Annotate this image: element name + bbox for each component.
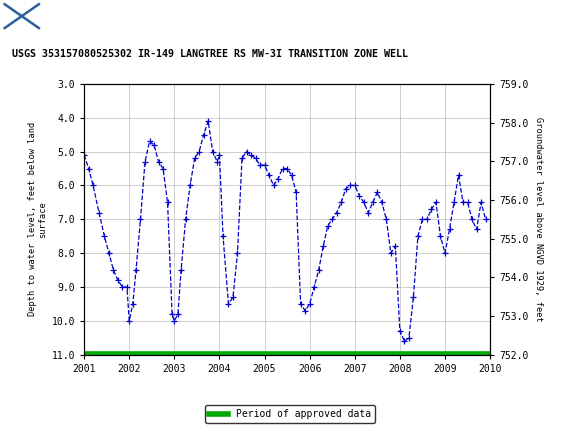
Text: USGS 353157080525302 IR-149 LANGTREE RS MW-3I TRANSITION ZONE WELL: USGS 353157080525302 IR-149 LANGTREE RS …	[12, 49, 408, 58]
Legend: Period of approved data: Period of approved data	[205, 405, 375, 423]
FancyBboxPatch shape	[3, 3, 41, 30]
Y-axis label: Depth to water level, feet below land
surface: Depth to water level, feet below land su…	[28, 122, 48, 316]
Text: USGS: USGS	[49, 9, 96, 24]
Y-axis label: Groundwater level above NGVD 1929, feet: Groundwater level above NGVD 1929, feet	[534, 117, 543, 322]
